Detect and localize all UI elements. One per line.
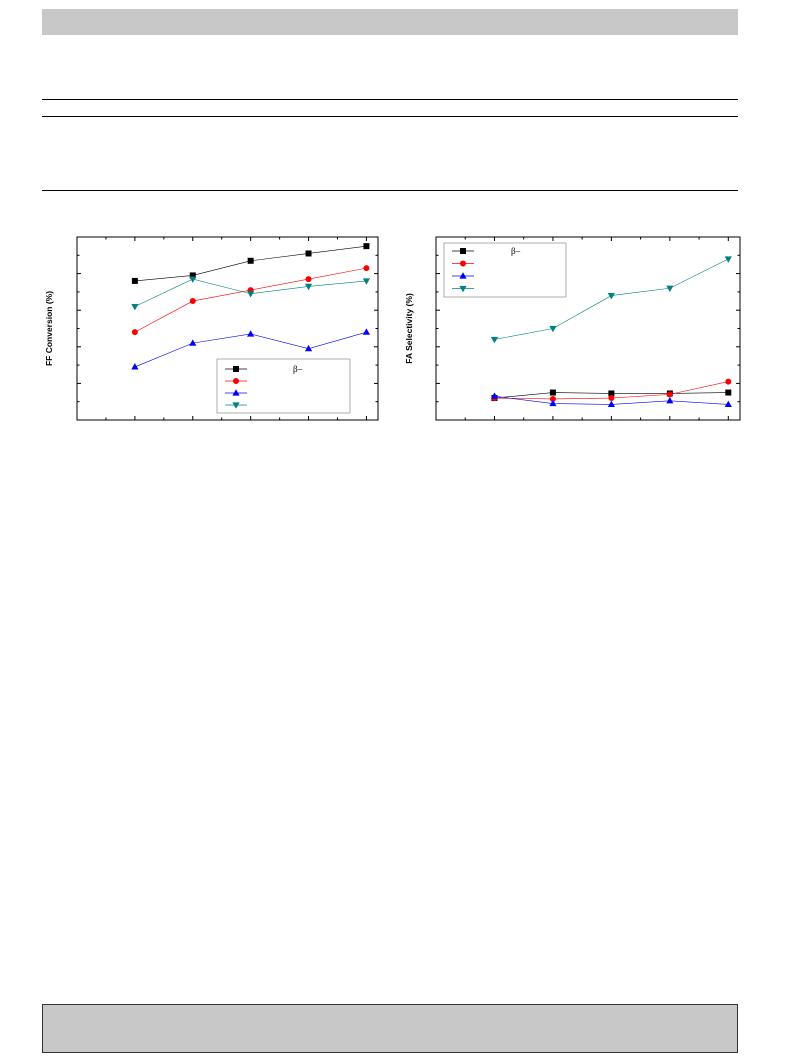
data-point [724, 400, 732, 408]
legend-marker [460, 260, 466, 267]
data-point [608, 395, 615, 402]
data-point [189, 276, 197, 283]
legend-marker [232, 402, 240, 409]
series-3 [490, 392, 732, 408]
data-point [131, 329, 138, 336]
data-point [549, 399, 557, 407]
series-4 [490, 256, 732, 344]
y-axis-label: FA Selectivity (%) [404, 293, 414, 364]
fa-selectivity-chart: FA Selectivity (%) β– [404, 236, 741, 421]
ff-conversion-chart: FF Conversion (%) β– [44, 236, 379, 421]
legend: β– [443, 242, 567, 298]
data-point [666, 391, 673, 398]
header-bar [42, 9, 738, 35]
data-point [724, 256, 732, 263]
data-point [490, 336, 499, 344]
data-point [363, 243, 370, 250]
legend-label: β– [293, 364, 303, 374]
legend: β– [216, 358, 351, 414]
data-point [189, 272, 196, 279]
data-point [666, 285, 674, 293]
data-point [549, 325, 557, 333]
data-point [304, 283, 313, 291]
legend-label: β– [511, 246, 521, 256]
y-axis-label: FF Conversion (%) [44, 291, 54, 366]
table-top-rule [42, 99, 738, 100]
table-bottom-rule [42, 190, 738, 191]
series-4 [131, 276, 371, 311]
data-point [247, 291, 255, 298]
data-point [490, 392, 499, 399]
data-point [608, 390, 615, 397]
series-1 [131, 243, 370, 284]
table-header-rule [42, 116, 738, 117]
legend-marker [233, 366, 239, 372]
data-point [247, 330, 255, 337]
data-point [725, 389, 732, 396]
legend-marker [459, 272, 467, 279]
data-point [363, 265, 370, 272]
data-point [131, 303, 139, 311]
data-point [362, 328, 371, 335]
series-2 [131, 265, 370, 336]
data-point [725, 378, 732, 385]
legend-marker [459, 285, 467, 293]
data-point [607, 292, 615, 300]
series-2 [491, 378, 732, 402]
data-point [305, 276, 312, 283]
legend-marker [460, 248, 466, 254]
data-point [131, 363, 139, 370]
legend-marker [232, 389, 240, 396]
data-point [362, 278, 371, 285]
data-point [305, 250, 312, 257]
series-3 [131, 328, 371, 370]
data-point [189, 339, 197, 346]
data-point [666, 396, 674, 404]
legend-marker [233, 378, 239, 384]
data-point [607, 400, 615, 408]
data-point [131, 277, 138, 284]
data-point [304, 344, 313, 352]
footer-box [42, 1004, 738, 1053]
data-point [247, 257, 254, 264]
data-point [549, 395, 556, 402]
data-point [189, 298, 196, 305]
legend-box [216, 358, 351, 414]
data-point [549, 389, 556, 396]
